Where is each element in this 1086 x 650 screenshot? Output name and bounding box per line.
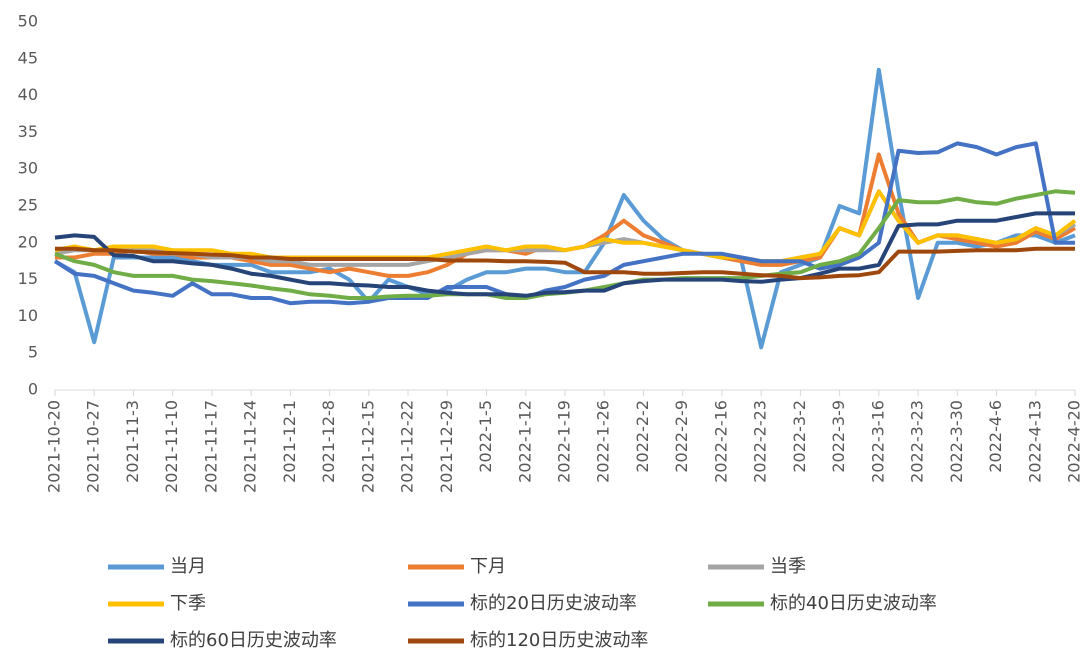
legend-label: 当季 [770, 556, 806, 577]
x-tick-label: 2021-11-24 [241, 400, 260, 493]
x-tick-label: 2021-10-27 [84, 400, 103, 493]
series-line [54, 189, 1077, 264]
x-tick-label: 2021-11-3 [123, 400, 142, 483]
x-tick-label: 2022-2-16 [711, 400, 730, 483]
legend-label: 标的120日历史波动率 [470, 630, 648, 650]
x-tick-label: 2021-12-1 [280, 400, 299, 483]
x-tick-label: 2022-3-2 [790, 400, 809, 473]
x-tick-label: 2021-11-17 [201, 400, 220, 493]
x-tick-label: 2022-4-20 [1065, 400, 1084, 483]
legend-label: 标的40日历史波动率 [770, 593, 937, 614]
series-line [54, 211, 1075, 298]
x-tick-label: 2022-1-26 [594, 400, 613, 483]
x-tick-label: 2022-4-13 [1025, 400, 1044, 483]
x-tick-label: 2022-2-2 [633, 400, 652, 473]
x-tick-label: 2022-2-9 [672, 400, 691, 473]
x-tick-label: 2022-3-30 [947, 400, 966, 483]
legend-label: 当月 [170, 556, 206, 577]
x-tick-label: 2021-12-15 [358, 400, 377, 493]
y-tick-label: 40 [18, 85, 38, 104]
legend-label: 下季 [170, 593, 206, 614]
x-tick-label: 2022-2-23 [751, 400, 770, 483]
series-line [54, 67, 1076, 350]
legend-label: 标的20日历史波动率 [470, 593, 637, 614]
x-tick-label: 2021-12-8 [319, 400, 338, 483]
x-tick-label: 2022-1-12 [515, 400, 534, 483]
y-tick-label: 50 [18, 12, 38, 31]
series-line [53, 141, 1075, 306]
y-tick-label: 35 [18, 122, 38, 141]
x-tick-label: 2022-3-16 [868, 400, 887, 483]
x-tick-label: 2022-1-5 [476, 400, 495, 473]
x-tick-label: 2022-3-23 [908, 400, 927, 483]
x-tick-label: 2021-11-10 [162, 400, 181, 493]
y-tick-label: 45 [18, 48, 38, 67]
x-tick-label: 2021-10-20 [45, 400, 64, 493]
x-tick-label: 2022-3-9 [829, 400, 848, 473]
y-tick-label: 5 [28, 343, 38, 362]
y-tick-label: 25 [18, 196, 38, 215]
y-tick-label: 30 [18, 159, 38, 178]
x-tick-label: 2022-4-6 [986, 400, 1005, 473]
x-tick-label: 2021-12-29 [437, 400, 456, 493]
legend-label: 下月 [470, 556, 506, 577]
y-tick-label: 10 [18, 306, 38, 325]
y-tick-label: 15 [18, 269, 38, 288]
x-tick-label: 2022-1-19 [555, 400, 574, 483]
y-tick-label: 20 [18, 232, 38, 251]
legend-label: 标的60日历史波动率 [170, 630, 337, 650]
x-tick-label: 2021-12-22 [398, 400, 417, 493]
series-line [55, 246, 1075, 281]
y-tick-label: 0 [28, 380, 38, 399]
